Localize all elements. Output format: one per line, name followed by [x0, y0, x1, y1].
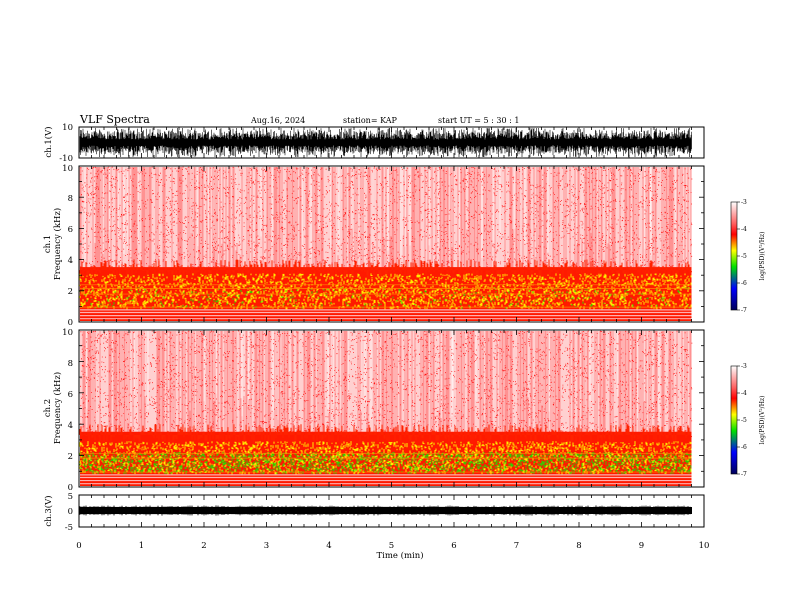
ch1-colorbar-tick-label: -7 [741, 307, 747, 314]
ch1-freq-tick-label: 2 [68, 287, 73, 297]
ch2-speckle [80, 330, 693, 440]
ch3-ytick-top: 5 [68, 492, 73, 502]
ch1-colorbar [730, 201, 738, 311]
ch2-freq-tick-label: 8 [68, 359, 73, 369]
station-label: station= KAP [343, 116, 398, 125]
ch1-colorbar-tick-label: -6 [741, 280, 747, 287]
x-tick-label: 2 [201, 541, 206, 551]
ch1-colorbar-ticks [737, 201, 740, 311]
ch2-colorbar [730, 365, 738, 475]
ch1-freq-tick-label: 8 [68, 194, 73, 204]
ch2-spectrogram-image [79, 330, 693, 486]
ch1-freq-tick-label: 10 [62, 164, 73, 174]
ch2-colorbar-ticks [737, 365, 740, 475]
figure-title: VLF Spectra [79, 113, 150, 126]
ch1-colorbar-tick-label: -5 [741, 253, 747, 260]
x-tick-label: 5 [389, 541, 394, 551]
x-tick-label: 8 [576, 541, 581, 551]
x-tick-label: 9 [639, 541, 644, 551]
x-tick-label: 6 [451, 541, 456, 551]
ch2-freq-tick-label: 10 [62, 328, 73, 338]
x-tick-label: 4 [326, 541, 331, 551]
ch1-freq-tick-label: 4 [68, 256, 73, 266]
x-tick-label: 1 [139, 541, 144, 551]
ch1-ytick-top: 10 [62, 123, 73, 133]
date-label: Aug.16, 2024 [250, 116, 305, 125]
ch1-freq-tick-label: 0 [68, 318, 73, 328]
ch3-ytick-bottom: -5 [65, 523, 73, 533]
ch3-ytick-middle: 0 [68, 507, 73, 517]
ch1-waveform-trace [79, 128, 692, 157]
ch1-spectrogram-ticks [78, 165, 705, 323]
ch3-waveform-panel: 5 0 -5 ch.3(V) [43, 492, 705, 533]
start-time-label: start UT = 5 : 30 : 1 [438, 116, 519, 125]
ch1-spectrogram-ytick-labels: 0 2 4 6 8 10 [62, 164, 73, 328]
ch1-waveform-ticks [78, 127, 705, 158]
ch3-waveform-jitter [79, 505, 691, 516]
ch2-spectrogram-ylabel: Frequency (kHz) [52, 372, 63, 444]
ch2-freq-tick-label: 4 [68, 421, 73, 431]
ch1-colorbar-tick-label: -4 [741, 226, 747, 233]
ch1-spectrogram-ylabel: Frequency (kHz) [52, 208, 63, 280]
x-tick-label: 10 [699, 541, 710, 551]
ch2-colorbar-tick-label: -7 [741, 471, 747, 478]
ch2-freq-tick-label: 0 [68, 483, 73, 493]
ch1-spectrogram-panel: 0 2 4 6 8 10 ch.1 Frequency (kHz) -3 -4 … [43, 164, 766, 328]
ch2-gaps [86, 331, 660, 424]
ch2-freq-tick-label: 6 [68, 390, 73, 400]
ch2-spectrogram-ytick-labels: 0 2 4 6 8 10 [62, 328, 73, 493]
ch1-waveform-panel: 10 -10 ch.1(V) [43, 123, 705, 164]
ch3-waveform-line [79, 505, 691, 516]
ch1-spectrogram-ylabel-channel: ch.1 [43, 235, 53, 253]
ch2-freq-tick-label: 2 [68, 452, 73, 462]
ch2-colorbar-tick-label: -5 [741, 417, 747, 424]
x-tick-label: 7 [514, 541, 519, 551]
ch2-band-edge [79, 424, 692, 443]
x-tick-label: 0 [76, 541, 81, 551]
x-axis-label: Time (min) [376, 550, 423, 561]
ch1-colorbar-label: log(PSD)(V²/Hz) [759, 232, 766, 281]
ch2-colorbar-tick-label: -3 [741, 363, 747, 370]
ch2-green [79, 451, 692, 475]
ch1-ytick-bottom: -10 [59, 154, 73, 164]
ch1-yellow [79, 273, 692, 310]
ch2-colorbar-label: log(PSD)(V²/Hz) [759, 396, 766, 445]
ch1-colorbar-tick-label: -3 [741, 199, 747, 206]
ch1-waveform-ylabel: ch.1(V) [43, 126, 54, 157]
x-axis: 0 1 2 3 4 5 6 7 8 9 10 Time (min) [76, 541, 709, 561]
ch1-waveform-line [79, 128, 692, 157]
ch1-spectrogram-image [79, 166, 693, 321]
ch2-spectrogram-ticks [78, 329, 705, 488]
ch1-freq-tick-label: 6 [68, 225, 73, 235]
ch3-waveform-ticks [78, 495, 705, 527]
ch2-colorbar-tick-label: -6 [741, 444, 747, 451]
ch2-colorbar-tick-label: -4 [741, 390, 747, 397]
ch2-spectrogram-ylabel-channel: ch.2 [43, 399, 53, 417]
x-tick-label: 3 [264, 541, 269, 551]
ch3-waveform-ylabel: ch.3(V) [43, 495, 54, 526]
ch2-spectrogram-panel: 0 2 4 6 8 10 ch.2 Frequency (kHz) -3 -4 … [43, 328, 766, 493]
